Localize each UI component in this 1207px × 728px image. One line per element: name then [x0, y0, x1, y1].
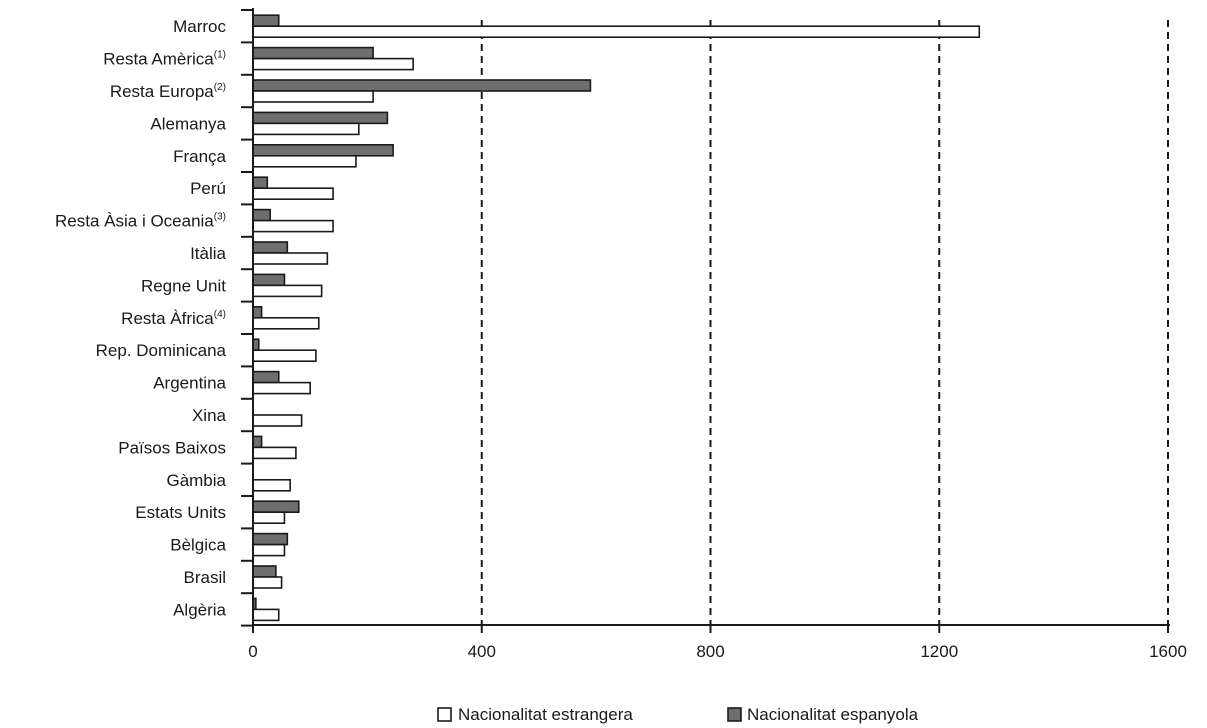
bar-nacionalitat-estrangera — [252, 381, 311, 395]
bar-nacionalitat-espanyola — [252, 111, 389, 125]
bar-nacionalitat-espanyola — [252, 208, 271, 222]
bar-nacionalitat-espanyola — [252, 176, 269, 189]
bar-nacionalitat-estrangera — [252, 57, 414, 71]
category-label: Marroc — [173, 18, 226, 37]
x-tick-label-1600: 1600 — [1149, 642, 1187, 661]
bar-nacionalitat-estrangera — [252, 219, 334, 233]
bar-nacionalitat-estrangera — [252, 608, 280, 622]
bar-nacionalitat-espanyola — [252, 500, 300, 514]
bar-nacionalitat-estrangera — [252, 155, 357, 168]
category-label: Brasil — [183, 568, 226, 587]
category-label: Itàlia — [190, 244, 226, 263]
bar-nacionalitat-estrangera — [252, 576, 283, 589]
x-tick-label-800: 800 — [696, 642, 724, 661]
category-label: Països Baixos — [118, 439, 226, 458]
legend-label: Nacionalitat estrangera — [458, 705, 633, 724]
bar-nacionalitat-espanyola — [252, 370, 280, 384]
bar-nacionalitat-estrangera — [252, 284, 323, 298]
bar-nacionalitat-espanyola — [252, 565, 277, 578]
bar-nacionalitat-estrangera — [252, 316, 320, 330]
bar-nacionalitat-espanyola — [252, 273, 286, 287]
x-tick-label-400: 400 — [468, 642, 496, 661]
bar-nacionalitat-estrangera — [252, 252, 329, 265]
category-label: Resta Europa(2) — [110, 82, 226, 102]
x-tick-label-0: 0 — [248, 642, 257, 661]
bar-nacionalitat-estrangera — [252, 478, 291, 492]
category-label: Alemanya — [150, 115, 226, 134]
bar-nacionalitat-espanyola — [252, 14, 280, 27]
bar-nacionalitat-estrangera — [252, 122, 360, 136]
category-label: Regne Unit — [141, 277, 226, 296]
bar-nacionalitat-estrangera — [252, 187, 334, 200]
bar-nacionalitat-estrangera — [252, 446, 297, 460]
bar-nacionalitat-espanyola — [252, 241, 289, 254]
category-label: Xina — [192, 406, 227, 425]
x-tick-labels: 0 400 800 1200 1600 — [248, 642, 1187, 661]
grid-lines — [480, 20, 1169, 625]
bar-nacionalitat-estrangera — [252, 349, 317, 363]
bar-nacionalitat-espanyola — [252, 435, 263, 449]
category-label: Algèria — [173, 601, 226, 620]
legend-label: Nacionalitat espanyola — [747, 705, 919, 724]
bar-nacionalitat-estrangera — [252, 414, 303, 427]
category-label: Bèlgica — [170, 536, 226, 555]
bar-nacionalitat-espanyola — [252, 532, 289, 546]
bar-nacionalitat-estrangera — [252, 511, 286, 525]
bar-nacionalitat-estrangera — [252, 90, 374, 103]
bar-nacionalitat-espanyola — [252, 46, 374, 60]
bar-nacionalitat-espanyola — [252, 305, 263, 319]
category-label: Resta Amèrica(1) — [103, 49, 226, 69]
bar-nacionalitat-estrangera — [252, 25, 981, 39]
category-label: Rep. Dominicana — [96, 342, 227, 361]
category-label: Gàmbia — [166, 471, 226, 490]
axes — [241, 8, 1170, 633]
bar-nacionalitat-estrangera — [252, 543, 286, 557]
legend-swatch — [437, 707, 452, 722]
bars — [252, 14, 981, 622]
category-label: Argentina — [153, 374, 226, 393]
category-label: Resta Àsia i Oceania(3) — [55, 211, 226, 231]
category-label: Estats Units — [135, 504, 226, 523]
legend: Nacionalitat estrangera Nacionalitat espa… — [437, 705, 919, 724]
category-label: Perú — [190, 180, 226, 199]
category-labels: Marroc Resta Amèrica(1) Resta Europa(2) Ale… — [55, 18, 227, 620]
category-label: França — [173, 147, 226, 166]
bar-nacionalitat-espanyola — [252, 79, 592, 92]
legend-swatch — [727, 707, 742, 722]
bar-nacionalitat-espanyola — [252, 144, 394, 157]
x-tick-label-1200: 1200 — [920, 642, 958, 661]
category-label: Resta Àfrica(4) — [121, 308, 226, 328]
